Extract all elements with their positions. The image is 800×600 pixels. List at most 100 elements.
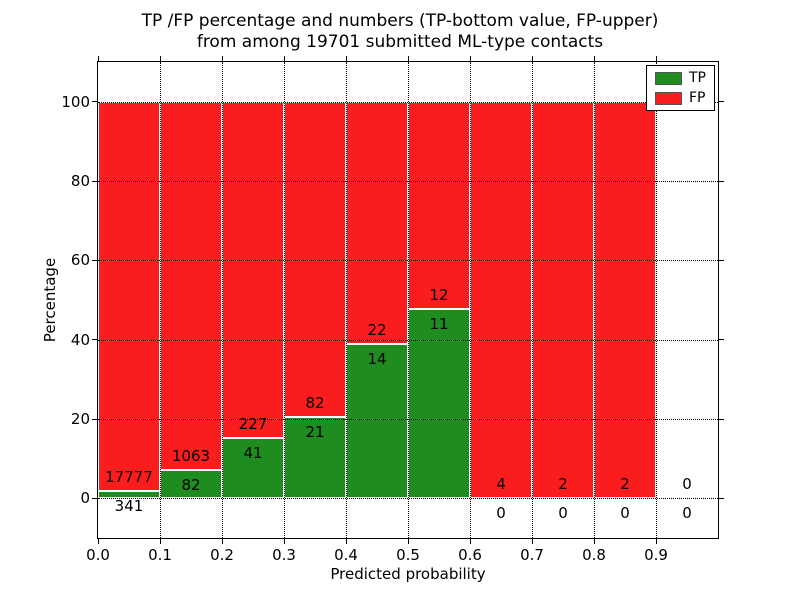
gridline-vertical xyxy=(470,62,471,538)
bar-fp-count-label: 2 xyxy=(620,475,630,494)
x-tick-mark xyxy=(593,539,595,544)
gridline-vertical xyxy=(346,62,347,538)
bar-fp-segment xyxy=(470,101,532,499)
y-tick-mark-right xyxy=(719,101,724,103)
bar-fp-segment xyxy=(594,101,656,499)
x-tick-mark xyxy=(469,539,471,544)
x-tick-label: 0.5 xyxy=(396,546,420,564)
x-tick-label: 0.1 xyxy=(148,546,172,564)
x-tick-mark xyxy=(159,539,161,544)
x-tick-label: 0.0 xyxy=(86,546,110,564)
bar-tp-count-label: 341 xyxy=(114,496,144,515)
bar-tp-count-label: 0 xyxy=(558,504,568,523)
y-tick-mark-right xyxy=(719,259,724,261)
legend: TP FP xyxy=(646,65,715,111)
bar-tp-count-label: 21 xyxy=(305,423,325,442)
bar-tp-count-label: 11 xyxy=(429,314,449,333)
bar-fp-segment xyxy=(98,101,160,491)
bar-fp-count-label: 17777 xyxy=(105,467,153,486)
y-tick-mark xyxy=(92,101,97,103)
chart-title-line2: from among 19701 submitted ML-type conta… xyxy=(196,32,604,52)
bar-fp-segment xyxy=(284,101,346,418)
x-tick-mark-top xyxy=(159,56,161,61)
x-tick-mark xyxy=(531,539,533,544)
x-tick-mark-top xyxy=(531,56,533,61)
x-tick-mark-top xyxy=(221,56,223,61)
legend-label-fp: FP xyxy=(689,90,706,106)
gridline-vertical xyxy=(656,62,657,538)
bar-fp-segment xyxy=(222,101,284,438)
y-tick-mark xyxy=(92,259,97,261)
x-tick-label: 0.2 xyxy=(210,546,234,564)
gridline-vertical xyxy=(222,62,223,538)
bar-tp-count-label: 14 xyxy=(367,350,387,369)
x-tick-label: 0.3 xyxy=(272,546,296,564)
bar-tp-count-label: 82 xyxy=(181,475,201,494)
bar-fp-count-label: 0 xyxy=(682,475,692,494)
x-tick-mark-top xyxy=(345,56,347,61)
bar-tp-segment xyxy=(160,469,222,499)
gridline-vertical xyxy=(284,62,285,538)
x-tick-mark xyxy=(655,539,657,544)
bar-tp-segment xyxy=(346,344,408,499)
x-tick-mark-top xyxy=(469,56,471,61)
y-tick-mark-right xyxy=(719,180,724,182)
x-tick-mark xyxy=(407,539,409,544)
bar-tp-segment xyxy=(222,437,284,499)
gridline-vertical xyxy=(594,62,595,538)
y-tick-mark xyxy=(92,339,97,341)
gridline-vertical xyxy=(532,62,533,538)
x-axis-label: Predicted probability xyxy=(330,565,486,583)
x-tick-label: 0.6 xyxy=(458,546,482,564)
bar-fp-count-label: 227 xyxy=(238,414,268,433)
y-tick-mark xyxy=(92,497,97,499)
plot-area: 17777 341 1063 82 227 41 82 21 22 14 12 11 4 0 2 0 2 0 0 0 0… xyxy=(61,56,724,564)
bar-fp-count-label: 1063 xyxy=(171,446,211,465)
y-tick-mark xyxy=(92,180,97,182)
legend-entry-fp: FP xyxy=(655,91,706,105)
bar-fp-segment xyxy=(346,101,408,345)
bar-fp-count-label: 12 xyxy=(429,285,449,304)
y-tick-label: 60 xyxy=(70,251,90,270)
y-tick-label: 0 xyxy=(80,489,90,508)
y-tick-label: 20 xyxy=(70,410,90,428)
x-tick-mark-top xyxy=(407,56,409,61)
x-tick-label: 0.9 xyxy=(644,546,668,564)
tp-color-swatch xyxy=(655,71,682,85)
y-tick-label: 100 xyxy=(61,92,90,111)
y-tick-mark-right xyxy=(719,339,724,341)
bar-tp-count-label: 0 xyxy=(496,504,506,523)
bar-fp-count-label: 2 xyxy=(558,475,568,494)
x-tick-mark xyxy=(97,539,99,544)
bar-tp-segment xyxy=(408,308,470,499)
y-tick-label: 40 xyxy=(70,330,90,349)
bar-tp-segment xyxy=(284,417,346,499)
y-tick-mark xyxy=(92,418,97,420)
bar-tp-count-label: 0 xyxy=(620,504,630,523)
x-tick-mark xyxy=(221,539,223,544)
legend-entry-tp: TP xyxy=(655,71,706,85)
legend-label-tp: TP xyxy=(689,70,706,86)
x-tick-mark-top xyxy=(97,56,99,61)
bar-fp-count-label: 4 xyxy=(496,475,506,494)
bar-tp-count-label: 41 xyxy=(243,443,263,462)
y-tick-label: 80 xyxy=(70,172,90,190)
x-tick-label: 0.7 xyxy=(520,546,544,564)
x-tick-mark xyxy=(283,539,285,544)
x-tick-mark-top xyxy=(655,56,657,61)
bar-fp-segment xyxy=(408,101,470,309)
gridline-vertical xyxy=(160,62,161,538)
fp-color-swatch xyxy=(655,91,682,105)
chart-title: TP /FP percentage and numbers (TP-bottom… xyxy=(0,11,800,53)
bar-fp-count-label: 22 xyxy=(367,321,387,340)
bar-tp-count-label: 0 xyxy=(682,504,692,523)
x-tick-label: 0.4 xyxy=(334,546,358,564)
x-tick-mark xyxy=(345,539,347,544)
bar-tp-segment xyxy=(98,490,160,499)
y-axis-label: Percentage xyxy=(41,257,59,343)
chart-title-line1: TP /FP percentage and numbers (TP-bottom… xyxy=(141,11,659,31)
bar-fp-count-label: 82 xyxy=(305,394,325,413)
gridline-vertical xyxy=(408,62,409,538)
x-tick-mark-top xyxy=(593,56,595,61)
